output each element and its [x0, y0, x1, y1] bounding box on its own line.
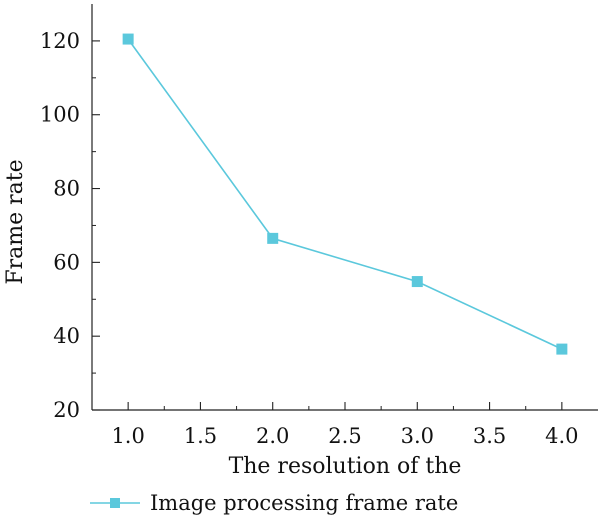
x-tick-label: 2.5 — [328, 424, 361, 448]
y-tick-label: 100 — [40, 103, 80, 127]
x-axis-title: The resolution of the — [229, 454, 462, 479]
data-point — [411, 276, 423, 288]
x-tick-label: 3.5 — [473, 424, 506, 448]
legend-label: Image processing frame rate — [150, 491, 458, 515]
x-tick-label: 4.0 — [545, 424, 578, 448]
x-tick-label: 2.0 — [256, 424, 289, 448]
y-tick-label: 20 — [53, 398, 80, 422]
y-axis-title: Frame rate — [3, 159, 28, 284]
y-tick-label: 80 — [53, 177, 80, 201]
data-point — [556, 343, 568, 355]
x-tick-label: 1.0 — [111, 424, 144, 448]
x-tick-label: 1.5 — [184, 424, 217, 448]
legend-marker — [110, 498, 120, 508]
data-point — [267, 232, 279, 244]
axes — [91, 4, 598, 411]
y-tick-label: 120 — [40, 29, 80, 53]
tick-layer: 1.0 1.5 2.0 2.5 3.0 3.5 4.0 20 40 60 80 100 120 — [40, 29, 579, 448]
series-line — [127, 38, 563, 350]
y-tick-label: 40 — [53, 324, 80, 348]
data-point — [122, 33, 134, 45]
x-tick-label: 3.0 — [401, 424, 434, 448]
series-layer — [122, 33, 568, 355]
legend: Image processing frame rate — [90, 491, 458, 515]
y-tick-label: 60 — [53, 250, 80, 274]
